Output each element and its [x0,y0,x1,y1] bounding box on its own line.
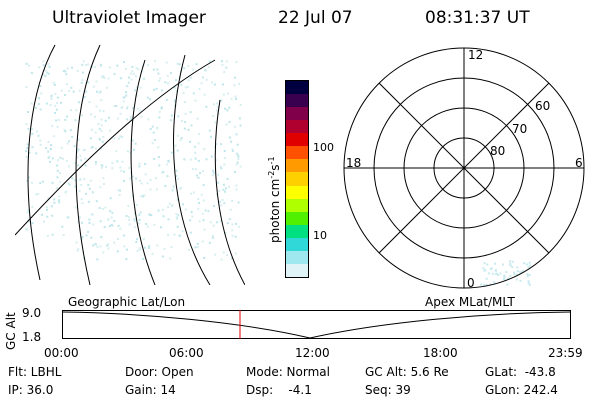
mlat-label-80: 80 [490,144,505,158]
polar-speckles [480,260,531,287]
colorbar-segment [286,146,308,160]
mlt-label-12: 12 [468,48,483,62]
apex-mlat-mlt-title: Apex MLat/MLT [425,295,515,309]
colorbar-segment [286,133,308,147]
colorbar-segment [286,224,308,238]
orbit-xtick-1800: 18:00 [423,346,458,360]
colorbar-segment [286,211,308,225]
door-info: Door: Open [125,365,194,379]
colorbar-segment [286,237,308,251]
polar-plot: 12 18 6 0 60 70 80 [343,47,585,290]
colorbar-segment [286,94,308,108]
latitude-line [15,59,216,236]
colorbar-segment [286,263,308,277]
gc-alt-info: GC Alt: 5.6 Re [365,365,449,379]
colorbar-segment [286,159,308,173]
dsp-info: Dsp: -4.1 [246,383,312,397]
longitude-line [27,44,56,281]
longitude-line [130,59,156,285]
polar-diagonal [378,82,550,254]
filter-info: Flt: LBHL [8,365,62,379]
seq-info: Seq: 39 [365,383,411,397]
mlt-label-18: 18 [346,156,361,170]
colorbar-segment [286,185,308,199]
ip-info: IP: 36.0 [8,383,54,397]
orbit-xtick-0000: 00:00 [44,346,79,360]
colorbar [285,80,309,278]
longitude-line [75,44,101,285]
orbit-xtick-2359: 23:59 [548,346,583,360]
glat-info: GLat: -43.8 [485,365,556,379]
mlat-label-60: 60 [535,99,550,113]
colorbar-segment [286,172,308,186]
geographic-lat-lon-title: Geographic Lat/Lon [68,295,186,309]
geographic-image [15,44,245,285]
orbit-altitude-plot [62,310,571,339]
time-label: 08:31:37 UT [425,8,530,28]
mlt-label-6: 6 [575,156,583,170]
colorbar-segment [286,81,308,95]
date-label: 22 Jul 07 [278,8,353,28]
orbit-xtick-1200: 12:00 [295,346,330,360]
instrument-title: Ultraviolet Imager [52,8,206,28]
colorbar-segment [286,107,308,121]
glon-info: GLon: 242.4 [485,383,558,397]
longitude-line [214,99,245,285]
mode-info: Mode: Normal [246,365,330,379]
colorbar-tick-100: 100 [313,141,334,154]
colorbar-tick-10: 10 [313,229,327,242]
colorbar-segment [286,250,308,264]
orbit-ytick-top: 9.0 [22,306,42,320]
colorbar-segment [286,198,308,212]
colorbar-unit-label: photon cm-2s-1 [267,156,282,243]
orbit-ytick-bottom: 1.8 [22,330,42,344]
altitude-curve [62,311,571,339]
mlat-label-70: 70 [512,122,527,136]
orbit-xtick-0600: 06:00 [169,346,204,360]
uv-speckles [25,60,242,261]
orbit-ylabel: GC Alt [4,312,18,350]
mlt-label-0: 0 [467,276,475,290]
gain-info: Gain: 14 [125,383,176,397]
longitude-line [173,54,211,285]
colorbar-segment [286,120,308,134]
